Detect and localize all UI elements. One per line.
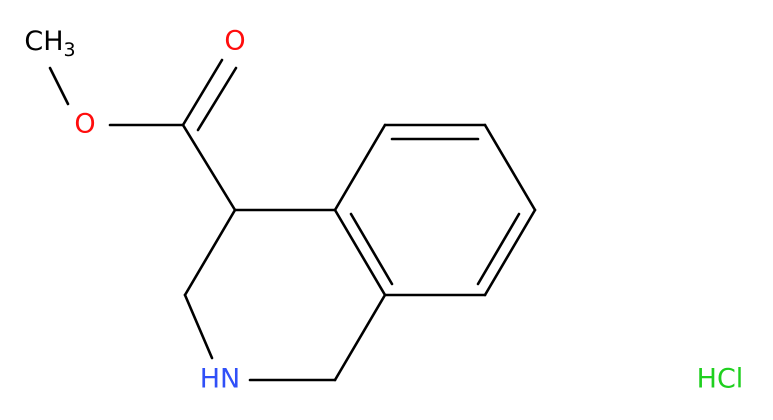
- salt-label: HCl: [697, 364, 744, 395]
- bond: [183, 293, 214, 360]
- bond: [181, 58, 224, 127]
- bonds: [48, 58, 537, 382]
- methyl-text: CH: [24, 26, 63, 57]
- ester-oxygen: O: [74, 109, 95, 140]
- bond: [476, 212, 521, 286]
- bond: [183, 208, 237, 297]
- bond: [349, 212, 394, 286]
- bond: [483, 208, 537, 297]
- bond: [333, 208, 387, 297]
- methyl-subscript: 3: [64, 39, 76, 61]
- bond: [181, 123, 237, 212]
- bond: [483, 123, 537, 212]
- carbonyl-oxygen: O: [224, 26, 245, 57]
- bond: [333, 293, 387, 382]
- methyl-label: CH3: [24, 26, 75, 61]
- amine-label: HN: [200, 364, 241, 395]
- bond: [333, 123, 387, 212]
- bond: [196, 66, 238, 132]
- bond: [48, 66, 70, 106]
